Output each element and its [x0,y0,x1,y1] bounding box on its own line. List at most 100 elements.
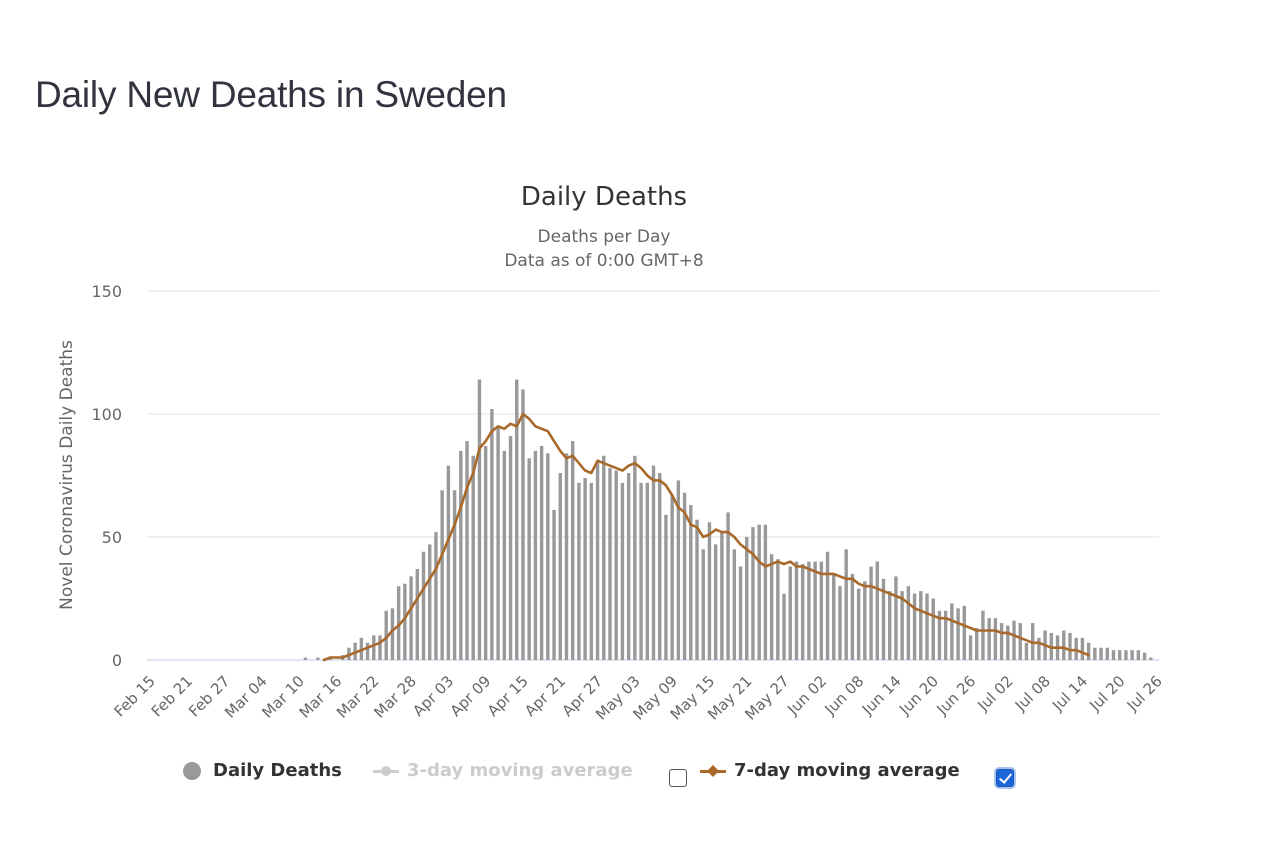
page-title: Daily New Deaths in Sweden [35,74,507,115]
bar [452,490,457,660]
bar [950,603,954,660]
bar [931,598,935,660]
bar [539,445,544,660]
checkbox-3-day-average[interactable] [669,769,687,787]
bar [863,581,867,660]
bar [403,583,407,660]
bar [602,455,606,660]
bar [844,549,848,660]
bar [695,519,699,660]
bar [421,551,426,660]
bar [440,490,444,660]
x-tick-label: Jul 02 [974,672,1017,715]
bar [378,635,382,660]
legend-item-3-day-average[interactable]: 3-day moving average [373,760,633,781]
bar [707,522,712,660]
bar [999,623,1004,660]
bar [459,450,463,660]
bar [434,532,438,660]
bar [850,573,855,660]
bar [919,591,923,660]
bar [975,628,979,660]
bar [365,642,370,660]
bar [1024,642,1029,660]
bar [912,593,917,660]
x-tick-label: Jun 26 [932,672,979,719]
bar [838,586,842,660]
bar [577,482,581,660]
bar [446,465,451,660]
bar [757,524,761,660]
bar [720,532,724,660]
bar [670,495,674,660]
bar [558,473,562,660]
x-tick-label: Apr 09 [447,672,495,720]
bar [856,588,861,660]
x-tick-label: Feb 15 [110,672,158,720]
bar [1037,637,1041,660]
bar [1068,632,1072,660]
bar [626,473,631,660]
bar [937,610,942,660]
bar [595,460,600,660]
bar [807,561,811,660]
x-tick-label: Mar 28 [370,672,420,722]
bar [502,450,507,660]
bar [676,480,681,660]
bar [1062,630,1066,660]
bar [477,379,482,660]
bar [1080,637,1085,660]
bar [620,482,625,660]
chart-legend: Daily Deaths 3-day moving average 7-day … [0,760,1280,790]
bar [763,524,768,660]
bar [496,426,500,660]
bar [888,591,892,660]
x-tick-label: Jun 20 [895,672,942,719]
line-circle-marker-icon [373,762,399,780]
bar [396,586,401,660]
bar [664,514,668,660]
bar [981,610,985,660]
bar [372,635,376,660]
bars-daily-deaths [303,379,1153,660]
bar [521,389,525,660]
bar [552,509,556,660]
y-tick-label: 50 [102,528,122,547]
legend-label: 7-day moving average [734,760,960,781]
bar [906,586,911,660]
line-7-day-moving-average [322,412,1090,662]
bar [962,605,967,660]
bar [546,453,550,660]
checkbox-7-day-average[interactable] [996,769,1014,787]
x-tick-label: Apr 21 [521,672,569,720]
bar [732,549,737,660]
bar [1136,650,1141,660]
bar [993,618,998,660]
x-tick-label: Jun 14 [858,672,905,719]
legend-item-daily-deaths[interactable]: Daily Deaths [183,760,342,781]
bar [738,566,743,660]
bar [1093,647,1097,660]
bar [570,441,575,660]
bar [800,564,805,660]
bar [483,445,488,660]
bar [869,566,873,660]
x-tick-label: Feb 21 [148,672,196,720]
bar [794,561,799,660]
x-tick-label: Apr 15 [484,672,532,720]
bar [1012,620,1016,660]
bar [508,436,513,660]
bar [782,593,786,660]
bar [658,473,662,660]
moving-average-lines [322,412,1090,662]
bar [701,549,705,660]
bar [819,561,824,660]
bar [788,566,792,660]
bar [682,492,687,660]
legend-item-7-day-average[interactable]: 7-day moving average [700,760,960,781]
bar [1086,642,1091,660]
bar [894,576,898,660]
bar [390,608,395,660]
x-tick-label: Jun 02 [783,672,830,719]
